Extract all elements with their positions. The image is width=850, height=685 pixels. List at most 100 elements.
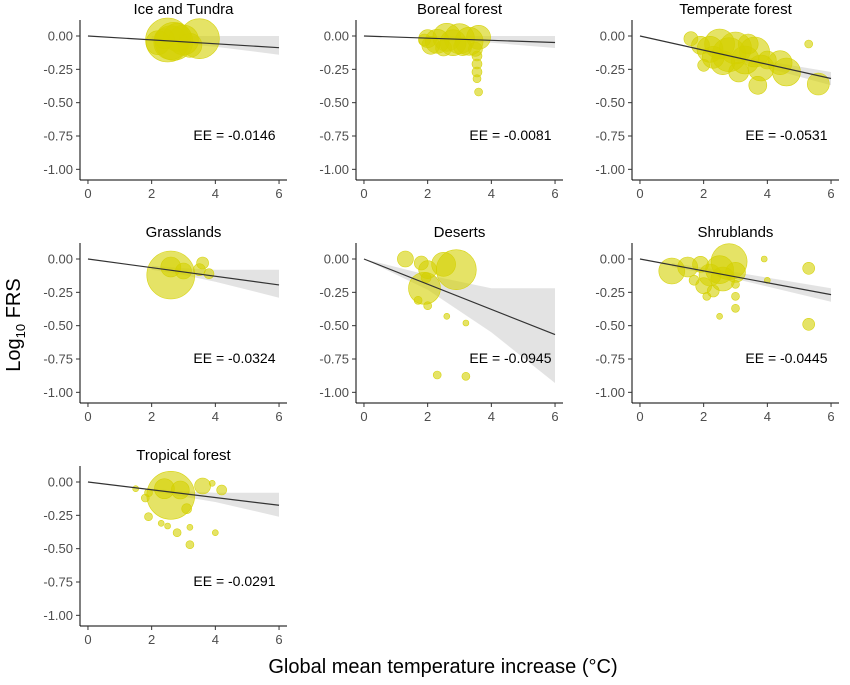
panel-deserts-y-tick-label: -0.50 [319, 318, 349, 333]
panel-temperate-forest-y-tick-label: -0.75 [595, 129, 625, 144]
panel-tropical-forest-point-4 [194, 477, 211, 495]
panel-deserts-point-8 [413, 295, 423, 305]
panel-temperate-forest-y-tick-label: -0.25 [595, 62, 625, 77]
panel-tropical-forest: Tropical forest 0.00 -0.25 -0.50 -0.75 -1.00 0… [43, 447, 287, 647]
panel-temperate-forest-regression-line [639, 35, 832, 80]
panel-shrublands-point-17 [731, 279, 740, 289]
panel-temperate-forest-x-tick-label: 0 [636, 186, 643, 201]
panel-temperate-forest-point-18 [683, 31, 699, 47]
panel-boreal-forest-x-tick-label: 6 [551, 186, 558, 201]
panel-temperate-forest-y-tick-label: -0.50 [595, 95, 625, 110]
panel-temperate-forest-ee-annotation: EE = -0.0531 [745, 127, 827, 143]
panel-shrublands-ee-annotation: EE = -0.0445 [745, 350, 827, 366]
panel-tropical-forest-point-16 [186, 523, 194, 531]
panel-deserts-point-13 [462, 319, 470, 327]
panel-grasslands-x-tick-label: 2 [148, 409, 155, 424]
panel-shrublands-point-7 [725, 261, 746, 283]
panel-tropical-forest-ee-annotation: EE = -0.0291 [193, 573, 275, 589]
panel-boreal-forest: Boreal forest 0.00 -0.25 -0.50 -0.75 -1.00 0 2 4… [319, 1, 563, 201]
panel-tropical-forest-point-5 [216, 484, 227, 496]
panel-tropical-forest-point-11 [185, 540, 195, 550]
panel-tropical-forest-title: Tropical forest [136, 447, 231, 464]
panel-ice-and-tundra-y-tick-label: -0.25 [43, 62, 73, 77]
panel-tropical-forest-x-tick-label: 6 [275, 632, 282, 647]
panel-grasslands-point-5 [196, 256, 209, 270]
panel-temperate-forest-x-tick-label: 4 [764, 186, 771, 201]
panel-temperate-forest-point-13 [737, 33, 759, 55]
panel-temperate-forest-point-20 [804, 39, 814, 49]
panel-tropical-forest-regression-line [87, 481, 280, 506]
panel-grasslands-y-tick-label: -0.25 [43, 285, 73, 300]
panel-boreal-forest-point-16 [472, 74, 482, 83]
panel-grasslands-x-tick-label: 6 [275, 409, 282, 424]
panel-deserts-confidence-ribbon [364, 259, 555, 383]
panel-boreal-forest-x-tick-label: 0 [360, 186, 367, 201]
panel-tropical-forest-point-14 [157, 519, 165, 527]
panel-shrublands-point-13 [688, 274, 700, 286]
panel-shrublands: Shrublands 0.00 -0.25 -0.50 -0.75 -1.00 0 2 4 6 EE… [595, 224, 839, 424]
panel-ice-and-tundra-x-tick-label: 2 [148, 186, 155, 201]
panel-grasslands-title: Grasslands [146, 224, 222, 241]
panel-deserts-point-10 [432, 370, 442, 380]
panel-ice-and-tundra-y-tick-label: -0.75 [43, 129, 73, 144]
panel-shrublands-y-tick-label: -0.50 [595, 318, 625, 333]
panel-ice-and-tundra-y-tick-label: -0.50 [43, 95, 73, 110]
panel-temperate-forest: Temperate forest 0.00 -0.25 -0.50 -0.75 -1.00… [595, 1, 839, 201]
panel-tropical-forest-point-9 [144, 512, 153, 522]
panel-tropical-forest-point-15 [164, 522, 171, 530]
panel-tropical-forest-y-tick-label: -0.25 [43, 508, 73, 523]
panel-shrublands-point-14 [702, 291, 712, 301]
panel-shrublands-y-tick-label: -0.75 [595, 352, 625, 367]
panel-temperate-forest-point-19 [697, 59, 711, 72]
panel-shrublands-point-18 [716, 312, 723, 320]
panel-shrublands-title: Shrublands [698, 224, 774, 241]
panel-ice-and-tundra-point-8 [177, 32, 203, 58]
panel-tropical-forest-x-tick-label: 4 [212, 632, 219, 647]
panel-shrublands-point-16 [731, 303, 740, 313]
panel-temperate-forest-point-17 [748, 76, 768, 95]
panel-temperate-forest-y-tick-label: -1.00 [595, 162, 625, 177]
panel-temperate-forest-x-tick-label: 6 [827, 186, 834, 201]
panel-ice-and-tundra-title: Ice and Tundra [133, 1, 234, 18]
panel-deserts-point-9 [423, 301, 433, 311]
panel-shrublands-x-tick-label: 2 [700, 409, 707, 424]
panel-deserts-y-tick-label: 0.00 [324, 252, 349, 267]
panel-shrublands-x-tick-label: 0 [636, 409, 643, 424]
panel-grasslands-point-6 [203, 268, 215, 280]
panel-tropical-forest-y-tick-label: -0.50 [43, 541, 73, 556]
panel-tropical-forest-point-8 [144, 488, 153, 498]
panel-ice-and-tundra-ee-annotation: EE = -0.0146 [193, 127, 275, 143]
panel-shrublands-point-15 [731, 291, 740, 301]
panel-temperate-forest-point-16 [757, 50, 777, 70]
panel-boreal-forest-y-tick-label: -0.75 [319, 129, 349, 144]
panel-shrublands-y-tick-label: 0.00 [600, 252, 625, 267]
panel-boreal-forest-ee-annotation: EE = -0.0081 [469, 127, 551, 143]
x-axis-label: Global mean temperature increase (°C) [268, 656, 617, 678]
panel-temperate-forest-point-14 [728, 61, 750, 83]
panel-boreal-forest-regression-line [363, 35, 556, 44]
panel-deserts-point-5 [397, 250, 414, 268]
panel-grasslands-ee-annotation: EE = -0.0324 [193, 350, 275, 366]
panel-temperate-forest-x-tick-label: 2 [700, 186, 707, 201]
panel-ice-and-tundra-x-tick-label: 0 [84, 186, 91, 201]
panel-boreal-forest-y-tick-label: 0.00 [324, 29, 349, 44]
panel-boreal-forest-y-tick-label: -0.25 [319, 62, 349, 77]
panel-deserts-x-tick-label: 6 [551, 409, 558, 424]
panel-tropical-forest-point-12 [208, 479, 216, 487]
panel-deserts-ee-annotation: EE = -0.0945 [469, 350, 551, 366]
panel-tropical-forest-point-10 [172, 528, 182, 538]
panel-shrublands-x-tick-label: 6 [827, 409, 834, 424]
panel-deserts-x-tick-label: 4 [488, 409, 495, 424]
panel-shrublands-point-8 [692, 255, 709, 273]
panel-shrublands-x-tick-label: 4 [764, 409, 771, 424]
panel-deserts-regression-line [363, 258, 556, 336]
panel-tropical-forest-y-tick-label: -1.00 [43, 608, 73, 623]
panel-grasslands-y-tick-label: -0.50 [43, 318, 73, 333]
panel-deserts-point-11 [461, 371, 471, 381]
panel-deserts-title: Deserts [434, 224, 486, 241]
panel-deserts: Deserts 0.00 -0.25 -0.50 -0.75 -1.00 0 2 4 6 EE = … [319, 224, 563, 424]
y-axis-label: Log10 FRS [3, 278, 28, 371]
panel-deserts-y-tick-label: -1.00 [319, 385, 349, 400]
panel-deserts-point-7 [420, 272, 432, 284]
panel-deserts-x-tick-label: 0 [360, 409, 367, 424]
